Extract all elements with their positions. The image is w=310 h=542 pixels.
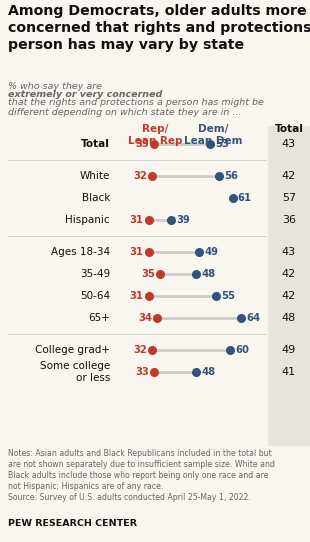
Text: 43: 43 bbox=[282, 139, 296, 149]
Text: Rep/
Lean Rep: Rep/ Lean Rep bbox=[128, 124, 182, 146]
Text: that the rights and protections a person has might be
different depending on whi: that the rights and protections a person… bbox=[8, 98, 264, 118]
Text: 41: 41 bbox=[282, 367, 296, 377]
Text: 48: 48 bbox=[202, 367, 215, 377]
Text: Some college
or less: Some college or less bbox=[40, 361, 110, 383]
Text: 35: 35 bbox=[141, 269, 155, 279]
Text: Total: Total bbox=[275, 124, 303, 134]
Text: 33: 33 bbox=[136, 367, 149, 377]
Text: 49: 49 bbox=[204, 247, 218, 257]
Text: Among Democrats, older adults more
concerned that rights and protections a
perso: Among Democrats, older adults more conce… bbox=[8, 4, 310, 51]
Text: 55: 55 bbox=[221, 291, 235, 301]
Text: 39: 39 bbox=[176, 215, 190, 225]
Text: % who say they are: % who say they are bbox=[8, 82, 105, 91]
Text: Dem/
Lean Dem: Dem/ Lean Dem bbox=[184, 124, 242, 146]
Text: 60: 60 bbox=[235, 345, 249, 355]
Text: 43: 43 bbox=[282, 247, 296, 257]
Text: 50-64: 50-64 bbox=[80, 291, 110, 301]
Text: 34: 34 bbox=[138, 313, 152, 323]
Text: Total: Total bbox=[81, 139, 110, 149]
Text: Ages 18-34: Ages 18-34 bbox=[51, 247, 110, 257]
Text: 31: 31 bbox=[130, 247, 144, 257]
Text: 31: 31 bbox=[130, 291, 144, 301]
Text: Notes: Asian adults and Black Republicans included in the total but
are not show: Notes: Asian adults and Black Republican… bbox=[8, 449, 275, 502]
Text: 42: 42 bbox=[282, 291, 296, 301]
Text: 32: 32 bbox=[133, 171, 147, 181]
Text: Black: Black bbox=[82, 193, 110, 203]
Text: 48: 48 bbox=[202, 269, 215, 279]
Text: 42: 42 bbox=[282, 269, 296, 279]
Text: 57: 57 bbox=[282, 193, 296, 203]
Text: extremely or very concerned: extremely or very concerned bbox=[8, 90, 162, 99]
Bar bbox=[268, 126, 310, 446]
Text: 33: 33 bbox=[136, 139, 149, 149]
Text: 35-49: 35-49 bbox=[80, 269, 110, 279]
Text: 42: 42 bbox=[282, 171, 296, 181]
Text: 48: 48 bbox=[282, 313, 296, 323]
Text: College grad+: College grad+ bbox=[35, 345, 110, 355]
Text: 32: 32 bbox=[133, 345, 147, 355]
Text: 56: 56 bbox=[224, 171, 238, 181]
Text: 31: 31 bbox=[130, 215, 144, 225]
Text: 49: 49 bbox=[282, 345, 296, 355]
Text: White: White bbox=[80, 171, 110, 181]
Text: 61: 61 bbox=[238, 193, 252, 203]
Text: Hispanic: Hispanic bbox=[65, 215, 110, 225]
Text: 36: 36 bbox=[282, 215, 296, 225]
Text: 53: 53 bbox=[215, 139, 229, 149]
Text: PEW RESEARCH CENTER: PEW RESEARCH CENTER bbox=[8, 519, 137, 528]
Text: 64: 64 bbox=[246, 313, 260, 323]
Text: 65+: 65+ bbox=[88, 313, 110, 323]
